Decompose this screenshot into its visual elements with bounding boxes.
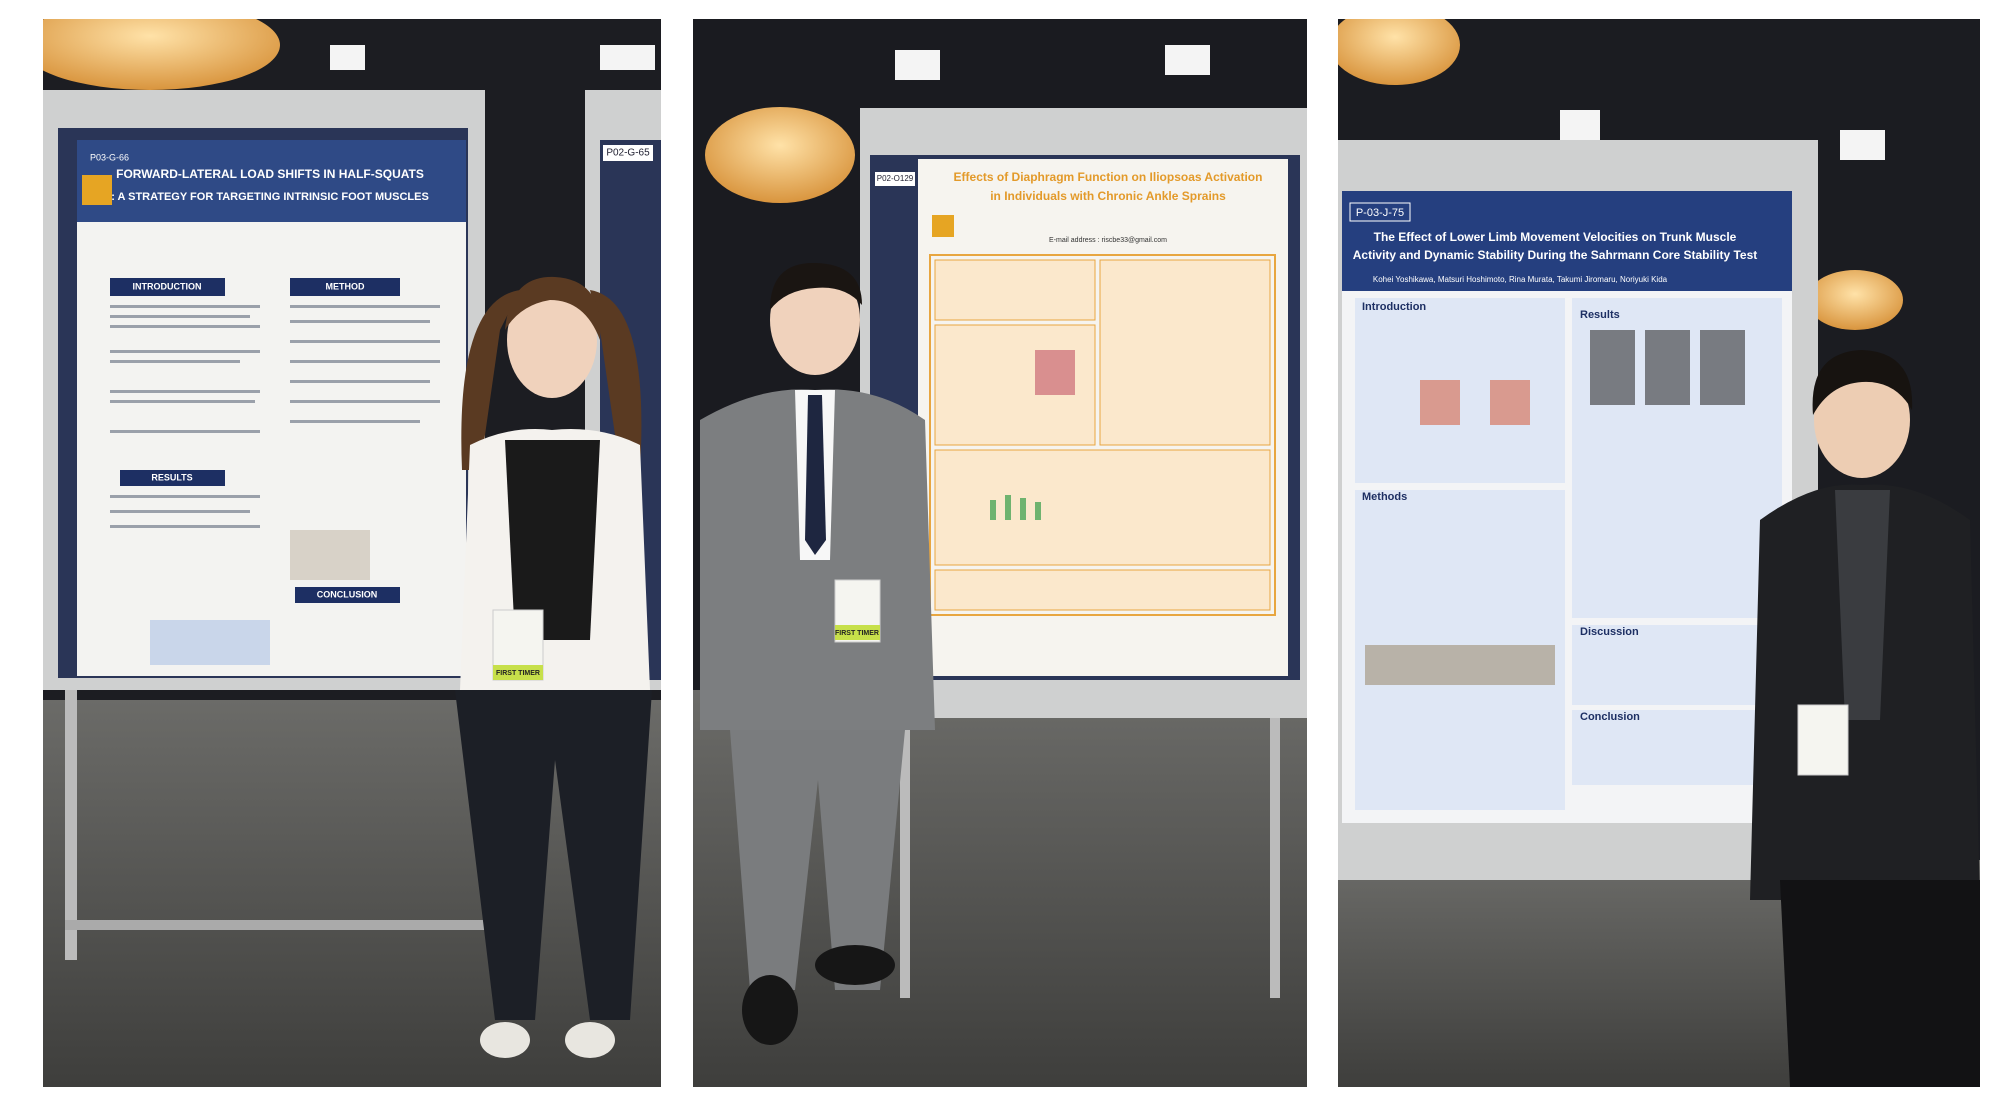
- section-bar: [110, 278, 225, 296]
- photo-2: P02-O129 Effects of Diaphragm Function o…: [693, 19, 1307, 1087]
- person-2: FIRST TIMER: [700, 262, 935, 1045]
- poster-code: P-03-J-75: [1356, 207, 1404, 219]
- text-lines: [110, 305, 440, 528]
- figure: [1035, 350, 1075, 395]
- section-bar: [120, 470, 225, 486]
- section-heading: RESULTS: [151, 472, 192, 482]
- figure: [150, 620, 270, 665]
- section-heading: CONCLUSION: [317, 589, 378, 599]
- section-heading: Methods: [1362, 491, 1407, 503]
- poster-title: : A STRATEGY FOR TARGETING INTRINSIC FOO…: [111, 191, 429, 203]
- poster-title: The Effect of Lower Limb Movement Veloci…: [1374, 230, 1737, 244]
- section-heading: INTRODUCTION: [133, 281, 202, 291]
- stand-leg: [65, 690, 77, 960]
- poster-title: Effects of Diaphragm Function on Iliopso…: [954, 170, 1263, 184]
- badge-ribbon: FIRST TIMER: [835, 630, 879, 637]
- section-heading: Conclusion: [1580, 711, 1640, 723]
- figure: [290, 530, 370, 580]
- content-frame: [929, 254, 1276, 616]
- ceiling-light: [1560, 110, 1600, 140]
- logo: [82, 175, 112, 205]
- poster-authors: Kohei Yoshikawa, Matsuri Hoshimoto, Rina…: [1373, 275, 1668, 284]
- code-tag: [603, 145, 653, 161]
- bar-figure: [990, 495, 1041, 520]
- section-heading: METHOD: [326, 281, 365, 291]
- poster-code: P02-O129: [877, 174, 914, 183]
- boxes: [934, 259, 1271, 611]
- figure: [1420, 380, 1460, 425]
- figure: [1365, 645, 1555, 685]
- badge-ribbon: FIRST TIMER: [496, 670, 540, 677]
- section-heading: Introduction: [1362, 301, 1426, 313]
- poster-header: [1342, 191, 1792, 291]
- lamp: [705, 107, 855, 203]
- person-1: FIRST TIMER: [455, 276, 652, 1058]
- badge: [1797, 704, 1849, 776]
- section-bar: [290, 278, 400, 296]
- ceiling-light: [330, 45, 365, 70]
- code-tag: [1349, 202, 1411, 222]
- photo-3: P-03-J-75 The Effect of Lower Limb Movem…: [1338, 19, 1980, 1087]
- section-heading: Results: [1580, 309, 1620, 321]
- poster-title: FORWARD-LATERAL LOAD SHIFTS IN HALF-SQUA…: [116, 167, 424, 181]
- stand-leg: [900, 718, 910, 998]
- charts: [1590, 330, 1745, 405]
- poster-email: E-mail address : riscbe33@gmail.com: [1049, 237, 1167, 244]
- section-heading: Discussion: [1580, 626, 1639, 638]
- photo-1: P02-G-65 P03-G-66 FORWARD-LATERAL LOAD S…: [43, 19, 661, 1087]
- poster-title: in Individuals with Chronic Ankle Sprain…: [990, 189, 1226, 203]
- poster-code: P03-G-66: [90, 152, 129, 162]
- lamp: [43, 19, 280, 90]
- neighbor-code: P02-G-65: [606, 148, 650, 159]
- logo: [932, 215, 954, 237]
- lamp: [1807, 270, 1903, 330]
- lamp: [1338, 19, 1460, 85]
- code-tag: [875, 172, 915, 186]
- ceiling-light: [895, 50, 940, 80]
- person-3: [1750, 350, 1980, 1087]
- ceiling-light: [600, 45, 655, 70]
- ceiling-light: [1840, 130, 1885, 160]
- poster-header: [77, 140, 466, 222]
- poster-title: Activity and Dynamic Stability During th…: [1353, 248, 1758, 262]
- ceiling-light: [1165, 45, 1210, 75]
- poster: [77, 140, 466, 676]
- stand-leg: [1270, 718, 1280, 998]
- stand-base: [65, 920, 485, 930]
- section-bar: [295, 587, 400, 603]
- figure: [1490, 380, 1530, 425]
